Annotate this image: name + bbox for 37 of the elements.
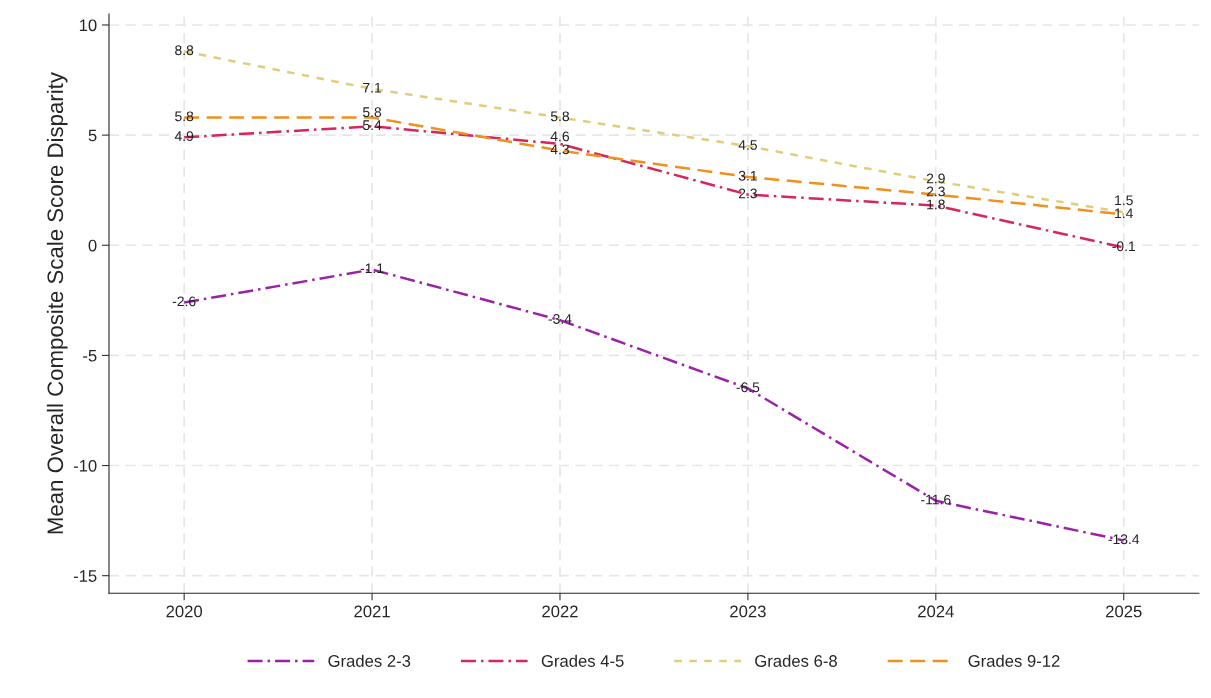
data-label: 5.8 [175, 111, 194, 122]
data-label: 4.6 [550, 131, 570, 142]
y-tick-label: -10 [73, 459, 97, 472]
data-label: 7.1 [363, 82, 382, 93]
legend-label: Grades 4-5 [541, 654, 624, 667]
data-label: -3.4 [548, 314, 572, 324]
data-label: 4.3 [550, 144, 570, 155]
data-label: -1.1 [360, 263, 384, 274]
y-axis-title: Mean Overall Composite Scale Score Disparity [46, 72, 68, 534]
data-label: 4.9 [174, 131, 194, 142]
y-tick-label: -15 [73, 570, 97, 582]
legend-label: Grades 6-8 [755, 654, 837, 667]
data-label: 1.5 [1115, 195, 1133, 206]
data-label: 5.8 [550, 111, 570, 122]
data-label: -0.1 [1112, 241, 1136, 252]
y-tick-label: 5 [88, 129, 97, 142]
data-label: -13.4 [1108, 534, 1140, 545]
legend-label: Grades 9-12 [968, 654, 1060, 667]
legend-label: Grades 2-3 [328, 654, 411, 667]
x-tick-label: 2020 [166, 605, 203, 618]
y-tick-label: 0 [88, 239, 97, 252]
y-tick-label: -5 [83, 349, 97, 362]
data-label: 8.8 [175, 45, 194, 56]
data-label: 2.3 [738, 188, 757, 199]
x-tick-label: 2024 [918, 605, 954, 618]
data-label: 5.8 [362, 107, 382, 118]
x-tick-label: 2021 [354, 605, 390, 618]
data-label: 1.4 [1115, 208, 1133, 219]
x-tick-label: 2022 [542, 605, 578, 618]
y-tick-label: 10 [79, 19, 97, 32]
x-tick-label: 2023 [730, 605, 766, 618]
data-label: 4.5 [738, 140, 757, 150]
data-label: 5.4 [362, 120, 382, 131]
data-label: 2.3 [926, 186, 945, 197]
x-tick-label: 2025 [1106, 605, 1142, 618]
data-label: 1.8 [927, 199, 945, 210]
data-label: 2.9 [926, 173, 945, 184]
